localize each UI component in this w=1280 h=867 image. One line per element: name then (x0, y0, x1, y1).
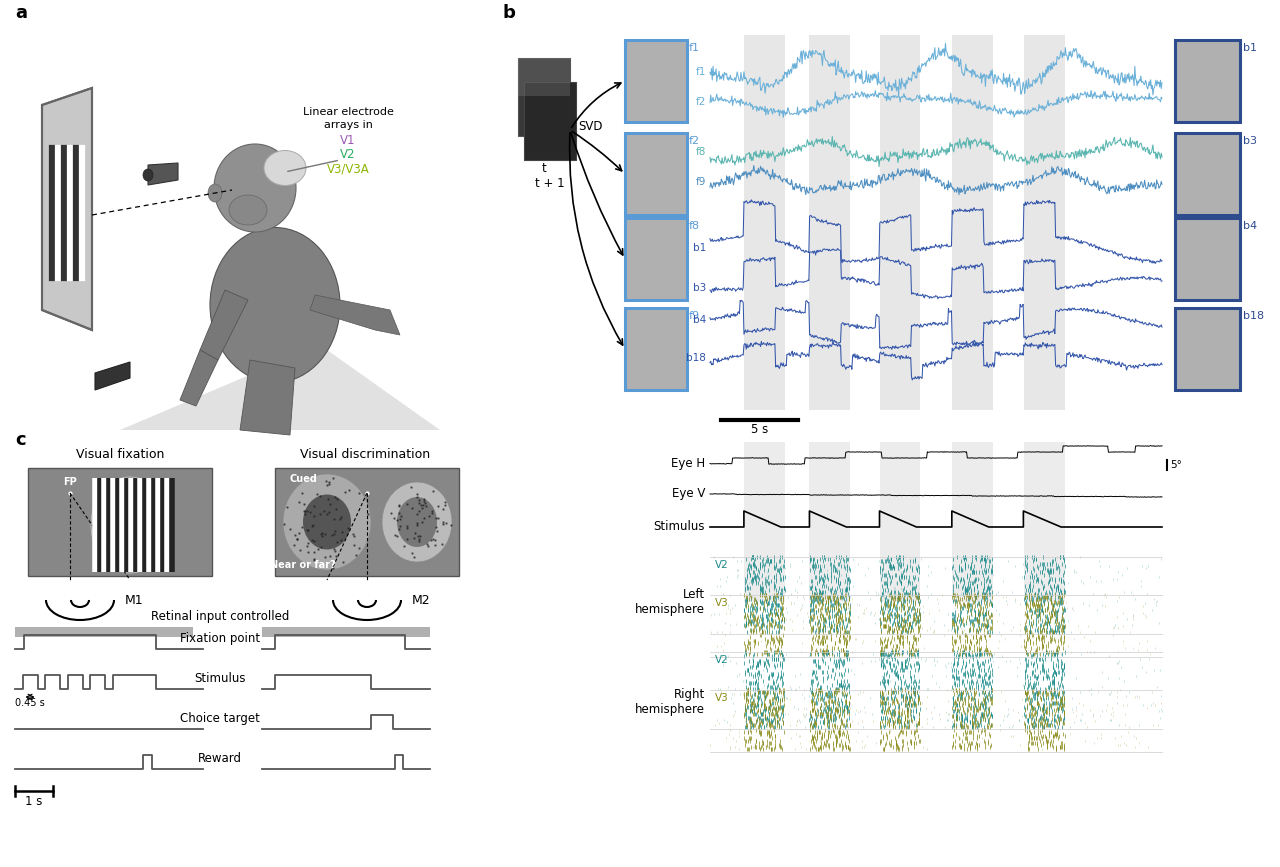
Polygon shape (241, 360, 294, 435)
Text: b4: b4 (1243, 221, 1257, 231)
Polygon shape (42, 88, 92, 330)
Text: Choice target: Choice target (180, 712, 260, 725)
Text: 1 s: 1 s (26, 795, 42, 808)
Ellipse shape (283, 474, 371, 570)
Bar (1024, 442, 1065, 602)
Text: b3: b3 (1243, 136, 1257, 146)
Text: f2: f2 (695, 97, 707, 107)
Text: a: a (15, 4, 27, 22)
Ellipse shape (264, 151, 306, 186)
Text: Near or far?: Near or far? (270, 560, 335, 570)
Bar (518, 58, 570, 96)
Text: t: t (541, 162, 547, 175)
Ellipse shape (397, 497, 436, 547)
Bar (952, 35, 992, 410)
Text: b3: b3 (692, 283, 707, 293)
Bar (809, 442, 850, 602)
Bar (1175, 133, 1240, 215)
Bar (1175, 308, 1240, 390)
Polygon shape (200, 290, 248, 360)
Bar (262, 627, 430, 637)
Bar (1175, 218, 1240, 300)
Text: 5 s: 5 s (751, 423, 768, 436)
Bar (524, 82, 576, 160)
Text: Eye H: Eye H (671, 458, 705, 471)
Text: Eye V: Eye V (672, 487, 705, 500)
Bar (1175, 40, 1240, 122)
Text: M1: M1 (125, 594, 143, 607)
Text: b1: b1 (692, 243, 707, 253)
Text: Linear electrode: Linear electrode (302, 107, 393, 117)
Text: b18: b18 (1243, 311, 1265, 321)
Bar (809, 35, 850, 410)
Bar (744, 442, 785, 602)
Text: M2: M2 (412, 594, 430, 607)
Bar (15, 627, 193, 637)
Text: Reward: Reward (198, 752, 242, 765)
Polygon shape (310, 295, 399, 335)
Bar (744, 35, 785, 410)
Text: f8: f8 (689, 221, 700, 231)
Text: Cued: Cued (289, 474, 317, 484)
Text: f9: f9 (689, 311, 700, 321)
Ellipse shape (143, 169, 154, 181)
Text: Right
hemisphere: Right hemisphere (635, 688, 705, 716)
Bar (28, 468, 212, 576)
Text: SVD: SVD (579, 120, 603, 133)
Text: Stimulus: Stimulus (195, 672, 246, 685)
Bar (952, 442, 992, 602)
Text: f8: f8 (695, 147, 707, 157)
Bar (625, 40, 687, 122)
Text: f1: f1 (689, 43, 700, 53)
Text: V2: V2 (340, 148, 356, 161)
Text: V3: V3 (716, 598, 728, 608)
Ellipse shape (229, 195, 268, 225)
Text: b18: b18 (686, 353, 707, 363)
Ellipse shape (210, 227, 340, 382)
Bar (625, 218, 687, 300)
Text: V2: V2 (716, 560, 728, 570)
Text: b1: b1 (1243, 43, 1257, 53)
Text: Fixation point: Fixation point (180, 632, 260, 645)
Text: t + 1: t + 1 (535, 177, 564, 190)
Bar (879, 35, 920, 410)
Bar (879, 442, 920, 602)
Text: b4: b4 (692, 315, 707, 325)
Text: b: b (502, 4, 515, 22)
Polygon shape (148, 163, 178, 185)
Text: V3: V3 (716, 693, 728, 703)
Polygon shape (95, 362, 131, 390)
Polygon shape (120, 345, 440, 430)
Bar (275, 468, 460, 576)
Ellipse shape (381, 482, 452, 562)
Text: Left
hemisphere: Left hemisphere (635, 588, 705, 616)
Text: V2: V2 (716, 655, 728, 665)
Text: Visual discrimination: Visual discrimination (300, 448, 430, 461)
Text: arrays in: arrays in (324, 120, 372, 130)
Text: 0.45 s: 0.45 s (15, 698, 45, 708)
Bar (625, 308, 687, 390)
Text: 5°: 5° (1170, 460, 1181, 470)
Text: V1: V1 (340, 134, 356, 147)
Text: c: c (15, 431, 26, 449)
Text: f2: f2 (689, 136, 700, 146)
Ellipse shape (214, 144, 296, 232)
Ellipse shape (303, 494, 351, 550)
Text: Visual fixation: Visual fixation (76, 448, 164, 461)
Bar (625, 133, 687, 215)
Text: FP: FP (63, 477, 77, 487)
Text: Retinal input controlled: Retinal input controlled (151, 610, 289, 623)
Text: f9: f9 (695, 177, 707, 187)
Text: V3/V3A: V3/V3A (326, 162, 370, 175)
Text: Stimulus: Stimulus (654, 520, 705, 533)
Bar (518, 58, 570, 136)
Polygon shape (180, 350, 218, 406)
Text: f1: f1 (695, 67, 707, 77)
Ellipse shape (207, 184, 221, 202)
Bar (1024, 35, 1065, 410)
